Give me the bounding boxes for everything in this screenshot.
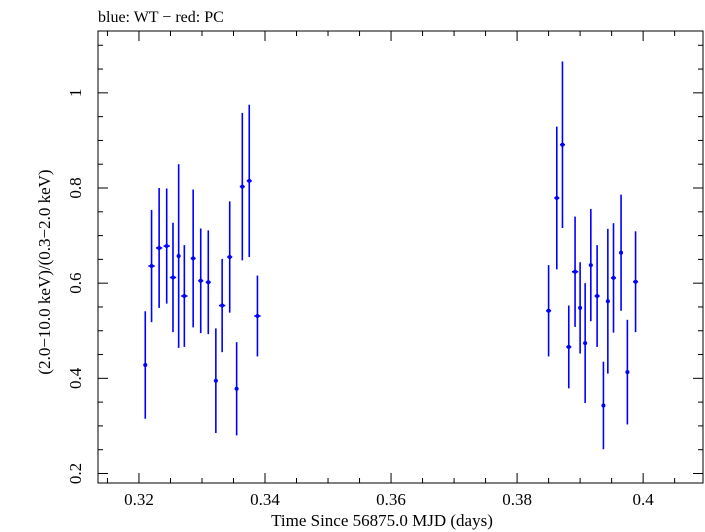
data-point bbox=[254, 275, 261, 357]
data-point bbox=[155, 188, 163, 308]
data-point bbox=[546, 265, 552, 357]
point-marker bbox=[601, 403, 606, 408]
point-marker bbox=[573, 269, 578, 274]
x-axis-ticks: 0.32 0.34 0.36 0.38 0.4 bbox=[106, 31, 676, 509]
data-point bbox=[633, 231, 639, 333]
data-point bbox=[566, 305, 572, 389]
data-point bbox=[181, 245, 188, 347]
y-axis-label: (2.0−10.0 keV)/(0.3−2.0 keV) bbox=[35, 169, 54, 374]
y-tick-label: 0.4 bbox=[66, 367, 85, 389]
point-marker bbox=[182, 294, 187, 299]
y-tick-label: 0.8 bbox=[66, 177, 85, 198]
data-point bbox=[619, 194, 624, 311]
data-point bbox=[198, 228, 204, 334]
point-marker bbox=[213, 378, 218, 383]
point-marker bbox=[560, 142, 565, 147]
data-point bbox=[219, 258, 226, 353]
point-marker bbox=[595, 294, 600, 299]
point-marker bbox=[546, 308, 551, 313]
point-marker bbox=[220, 303, 225, 308]
point-marker bbox=[176, 254, 181, 259]
data-point bbox=[610, 223, 617, 333]
data-point bbox=[234, 342, 239, 436]
data-point bbox=[190, 189, 196, 328]
x-tick-label: 0.32 bbox=[124, 490, 154, 509]
data-point bbox=[625, 319, 630, 425]
point-marker bbox=[157, 245, 162, 250]
point-marker bbox=[149, 264, 154, 269]
point-marker bbox=[619, 250, 624, 255]
point-marker bbox=[227, 255, 232, 259]
data-point bbox=[605, 228, 610, 374]
point-marker bbox=[191, 256, 196, 261]
point-marker bbox=[625, 370, 630, 375]
data-point bbox=[205, 230, 211, 335]
x-tick-label: 0.36 bbox=[376, 490, 406, 509]
point-marker bbox=[255, 313, 260, 318]
data-point bbox=[143, 311, 148, 419]
x-tick-label: 0.4 bbox=[633, 490, 655, 509]
data-point bbox=[571, 216, 579, 327]
data-point bbox=[588, 208, 593, 322]
point-marker bbox=[583, 341, 588, 346]
data-point bbox=[176, 164, 181, 348]
x-axis-label: Time Since 56875.0 MJD (days) bbox=[271, 511, 493, 530]
point-marker bbox=[234, 386, 239, 391]
data-point bbox=[578, 262, 583, 354]
x-tick-label: 0.34 bbox=[250, 490, 280, 509]
x-tick-label: 0.38 bbox=[502, 490, 532, 509]
point-marker bbox=[164, 244, 169, 249]
y-tick-label: 0.2 bbox=[66, 463, 85, 484]
point-marker bbox=[143, 363, 148, 368]
data-point bbox=[239, 112, 245, 261]
data-point bbox=[163, 188, 170, 304]
point-marker bbox=[578, 305, 583, 310]
data-point bbox=[594, 245, 600, 347]
y-tick-label: 0.6 bbox=[66, 273, 85, 294]
point-marker bbox=[554, 196, 559, 201]
data-point bbox=[213, 328, 218, 434]
point-marker bbox=[240, 184, 245, 189]
point-marker bbox=[633, 279, 638, 284]
data-point bbox=[601, 361, 606, 450]
data-point bbox=[554, 126, 560, 270]
data-point bbox=[559, 61, 565, 228]
data-point bbox=[169, 222, 177, 333]
chart-title: blue: WT − red: PC bbox=[98, 9, 224, 26]
data-points bbox=[143, 61, 639, 450]
point-marker bbox=[588, 263, 593, 268]
point-marker bbox=[605, 299, 610, 304]
plot-frame bbox=[97, 30, 704, 484]
data-point bbox=[583, 283, 588, 404]
data-point bbox=[227, 201, 233, 313]
point-marker bbox=[206, 280, 211, 285]
point-marker bbox=[198, 278, 203, 283]
point-marker bbox=[611, 275, 616, 280]
point-marker bbox=[170, 275, 175, 280]
point-marker bbox=[566, 344, 571, 349]
y-tick-label: 1 bbox=[66, 89, 85, 98]
point-marker bbox=[247, 178, 252, 183]
data-point bbox=[246, 104, 252, 257]
data-point bbox=[148, 209, 155, 323]
y-axis-ticks: 0.2 0.4 0.6 0.8 1 bbox=[66, 44, 703, 484]
